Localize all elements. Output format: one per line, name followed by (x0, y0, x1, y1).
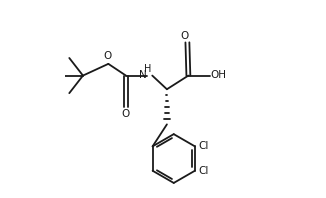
Text: O: O (180, 30, 189, 41)
Text: Cl: Cl (199, 166, 209, 176)
Text: Cl: Cl (199, 141, 209, 151)
Text: O: O (103, 51, 111, 61)
Text: O: O (122, 109, 130, 119)
Text: OH: OH (211, 70, 227, 80)
Text: H: H (144, 64, 152, 73)
Text: N: N (139, 70, 146, 80)
